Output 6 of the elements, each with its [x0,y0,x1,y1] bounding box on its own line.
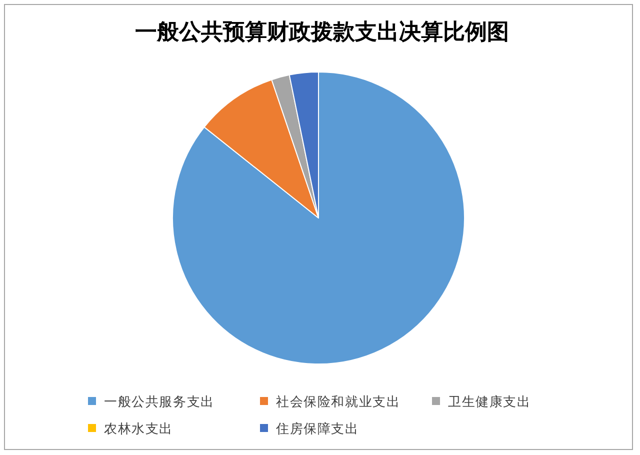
legend-label: 农林水支出 [104,421,173,436]
legend-label: 一般公共服务支出 [104,394,214,409]
legend-label: 卫生健康支出 [448,394,531,409]
title: 一般公共预算财政拨款支出决算比例图 [135,19,509,44]
legend-label: 社会保险和就业支出 [276,394,400,409]
legend-label: 住房保障支出 [276,421,359,436]
